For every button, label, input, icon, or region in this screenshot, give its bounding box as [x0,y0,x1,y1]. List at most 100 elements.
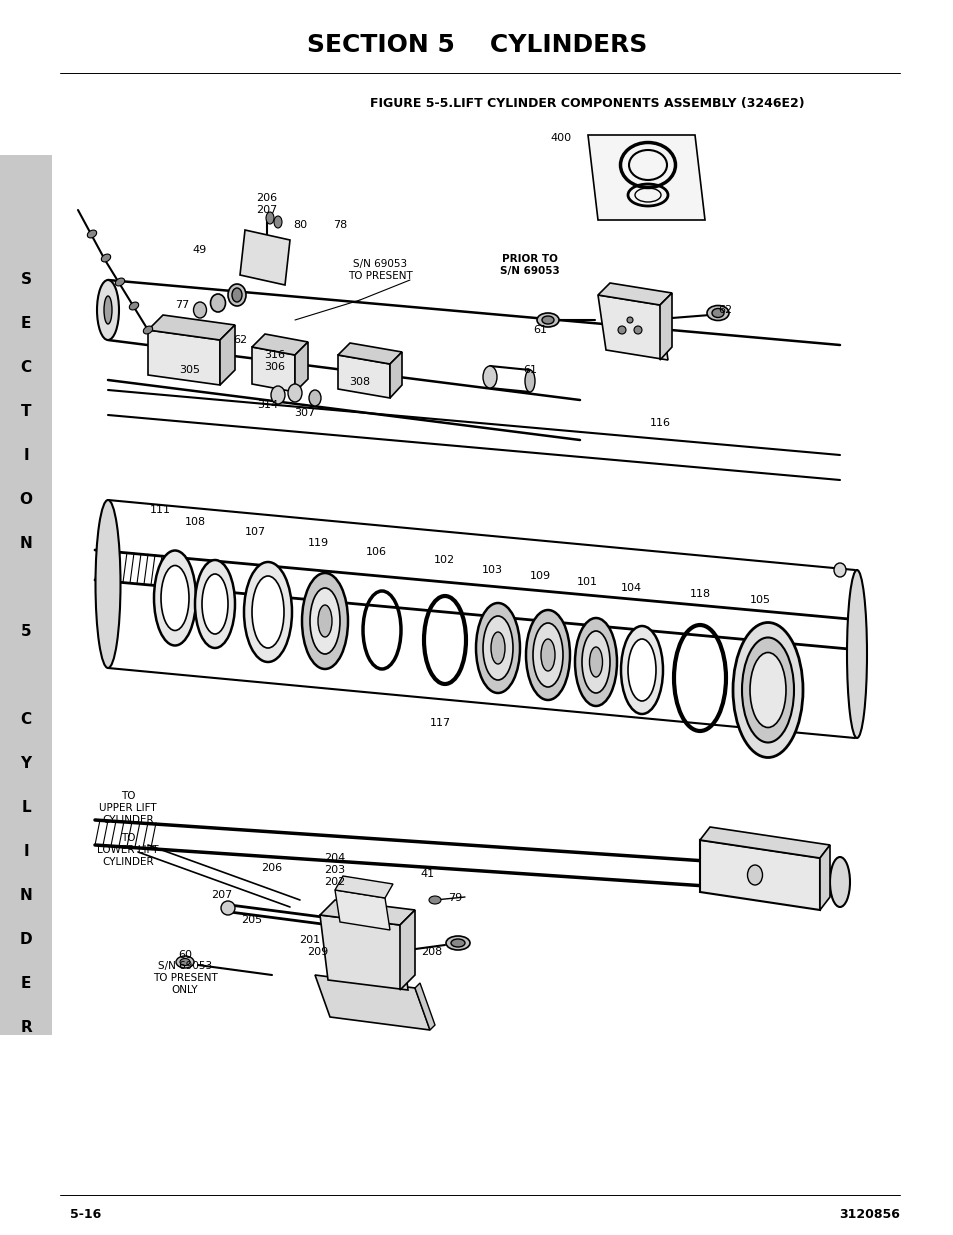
Text: 207: 207 [212,890,233,900]
Text: TO
UPPER LIFT
CYLINDER: TO UPPER LIFT CYLINDER [99,792,156,825]
Text: D: D [20,932,32,947]
Text: 316: 316 [264,350,285,359]
Ellipse shape [634,326,641,333]
Polygon shape [415,983,435,1030]
Text: 78: 78 [333,220,347,230]
Text: 305: 305 [179,366,200,375]
Ellipse shape [274,216,282,228]
Text: 107: 107 [244,527,265,537]
Text: 314: 314 [257,400,278,410]
Ellipse shape [288,384,302,403]
Polygon shape [314,974,430,1030]
Text: 306: 306 [264,362,285,372]
Ellipse shape [749,652,785,727]
Ellipse shape [541,316,554,324]
Polygon shape [390,352,401,398]
Ellipse shape [194,559,234,648]
Ellipse shape [302,573,348,669]
Polygon shape [820,845,829,910]
Ellipse shape [175,956,193,968]
Text: 5: 5 [21,625,31,640]
Text: 204: 204 [324,853,345,863]
Text: 62: 62 [718,305,731,315]
Polygon shape [319,915,408,990]
Ellipse shape [266,212,274,224]
Ellipse shape [747,864,761,885]
Text: L: L [21,800,30,815]
Ellipse shape [706,305,728,321]
Ellipse shape [101,254,111,262]
Text: 109: 109 [529,571,550,580]
Text: 117: 117 [429,718,450,727]
Text: I: I [23,448,29,463]
Text: 202: 202 [324,877,345,887]
Text: 61: 61 [522,366,537,375]
Ellipse shape [451,939,464,947]
Ellipse shape [143,326,152,333]
Text: TO
LOWER LIFT
CYLINDER: TO LOWER LIFT CYLINDER [97,834,158,867]
Ellipse shape [525,610,569,700]
Text: E: E [21,977,31,992]
Polygon shape [700,827,829,858]
Text: C: C [20,361,31,375]
Polygon shape [337,343,401,364]
Text: 307: 307 [294,408,315,417]
Text: O: O [19,493,32,508]
Ellipse shape [575,618,617,706]
Text: 118: 118 [689,589,710,599]
Ellipse shape [244,562,292,662]
Ellipse shape [482,366,497,388]
Polygon shape [335,890,390,930]
Ellipse shape [581,631,609,693]
Polygon shape [148,315,234,340]
Ellipse shape [429,897,440,904]
Text: 111: 111 [150,505,171,515]
Ellipse shape [104,296,112,324]
Polygon shape [598,283,671,305]
Text: 104: 104 [619,583,640,593]
Polygon shape [700,840,820,910]
Text: N: N [20,536,32,552]
Text: 208: 208 [421,947,442,957]
Text: 206: 206 [256,193,277,203]
Text: I: I [23,845,29,860]
Text: E: E [21,316,31,331]
Ellipse shape [618,326,625,333]
Text: C: C [20,713,31,727]
Text: 203: 203 [324,864,345,876]
Text: 61: 61 [533,325,546,335]
Ellipse shape [537,312,558,327]
Polygon shape [659,293,671,359]
Ellipse shape [228,284,246,306]
Ellipse shape [620,626,662,714]
Text: S/N 69053
TO PRESENT: S/N 69053 TO PRESENT [347,259,412,280]
Ellipse shape [130,303,138,310]
Polygon shape [294,342,308,391]
Ellipse shape [180,958,190,966]
Ellipse shape [846,571,866,739]
Text: 101: 101 [576,577,597,587]
Ellipse shape [317,605,332,637]
Text: S/N 69053
TO PRESENT
ONLY: S/N 69053 TO PRESENT ONLY [152,961,217,994]
Text: 119: 119 [307,538,328,548]
Ellipse shape [741,637,793,742]
Text: 308: 308 [349,377,370,387]
Text: 5-16: 5-16 [70,1209,101,1221]
Text: 103: 103 [481,564,502,576]
Ellipse shape [115,278,125,287]
Text: PRIOR TO
S/N 69053: PRIOR TO S/N 69053 [499,254,559,275]
Ellipse shape [232,288,242,303]
Text: 77: 77 [174,300,189,310]
Ellipse shape [193,303,206,317]
Text: 49: 49 [193,245,207,254]
Ellipse shape [482,616,513,680]
Polygon shape [240,230,290,285]
Ellipse shape [524,370,535,391]
Ellipse shape [626,317,633,324]
Ellipse shape [153,551,195,646]
Polygon shape [399,910,415,990]
Polygon shape [337,354,390,398]
Polygon shape [252,347,294,391]
Ellipse shape [221,902,234,915]
Polygon shape [252,333,308,354]
